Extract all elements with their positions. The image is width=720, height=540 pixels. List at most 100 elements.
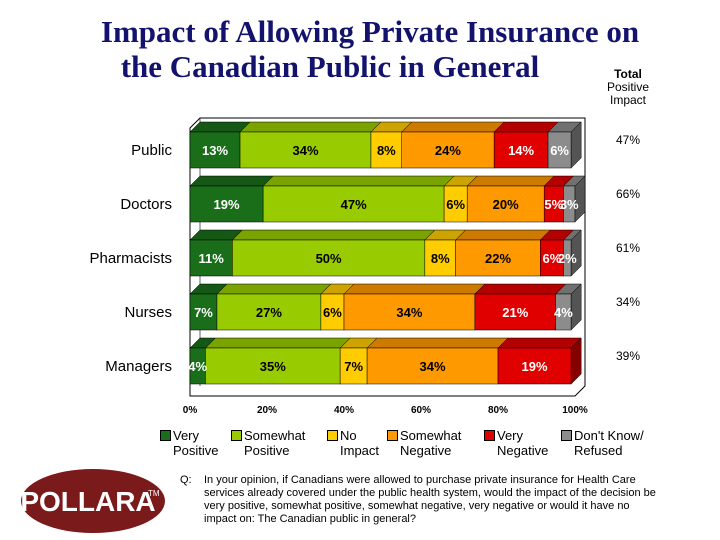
category-label: Pharmacists <box>89 250 172 267</box>
x-tick-label: 60% <box>411 405 431 416</box>
question-prefix: Q: <box>180 474 192 486</box>
bar-top-face <box>204 337 351 349</box>
title-line-2: the Canadian Public in General <box>120 49 540 84</box>
x-tick-label: 100% <box>562 405 588 416</box>
bar-segment <box>262 185 445 223</box>
data-label: 34% <box>292 143 318 158</box>
bar-side-face <box>570 337 582 385</box>
bar-top-face <box>466 175 555 187</box>
bar-top-face <box>493 121 559 133</box>
bar-side-face <box>570 229 582 277</box>
bar-top-face <box>401 121 505 133</box>
x-tick-label: 20% <box>257 405 277 416</box>
bar-top-face <box>231 229 436 241</box>
question-text: In your opinion, if Canadians were allow… <box>204 474 656 525</box>
total-positive-value: 61% <box>616 241 640 255</box>
logo-oval <box>21 469 165 533</box>
data-label: 6% <box>543 251 562 266</box>
stacked-bar-chart: 0% 20% 40% 60% 80% 100% Public 13% 34% 8% 24% 14% 6%… <box>89 117 640 416</box>
total-positive-value: 66% <box>616 187 640 201</box>
data-label: 34% <box>420 359 446 374</box>
bar-segment <box>493 131 549 169</box>
total-positive-header: Total Positive Impact <box>598 68 658 107</box>
data-label: 6% <box>446 197 465 212</box>
bar-segment <box>370 131 403 169</box>
data-label: 4% <box>188 359 207 374</box>
legend-swatch <box>484 430 495 441</box>
legend-label-line-1: Very <box>497 428 524 443</box>
data-label: 7% <box>194 305 213 320</box>
bar-segment <box>189 185 264 223</box>
logo-trademark: TM <box>148 489 160 498</box>
legend-label-line-2: Positive <box>244 443 290 458</box>
legend-swatch <box>327 430 338 441</box>
data-label: 13% <box>202 143 228 158</box>
data-label: 22% <box>485 251 511 266</box>
bar-side-face <box>574 175 586 223</box>
data-label: 11% <box>199 251 225 266</box>
legend-label: Don't Know/Refused <box>574 428 644 458</box>
bar-top-face <box>216 283 332 295</box>
bar-segment <box>205 347 341 385</box>
legend-label: Very Negative <box>497 428 548 458</box>
bar-segment <box>474 293 556 331</box>
bar-top-face <box>474 283 567 295</box>
legend-label-line-2: Refused <box>574 443 623 458</box>
bar-top-face <box>239 121 382 133</box>
bar-segment <box>455 239 541 277</box>
category-label: Doctors <box>120 196 172 213</box>
category-label: Nurses <box>124 304 172 321</box>
bar-segment <box>343 293 476 331</box>
bar-top-face <box>189 121 251 133</box>
legend-swatch <box>561 430 572 441</box>
bar-segment <box>424 239 456 277</box>
bar-top-face <box>366 337 509 349</box>
data-label: 27% <box>256 305 282 320</box>
data-label: 6% <box>550 143 569 158</box>
legend-label-line-1: Don't Know/ <box>574 428 644 443</box>
legend-label: Somewhat Negative <box>400 428 461 458</box>
legend-label: Very Positive <box>173 428 219 458</box>
bar-segment <box>339 347 368 385</box>
data-label: 24% <box>435 143 461 158</box>
legend-label-line-2: Positive <box>173 443 219 458</box>
data-label: 7% <box>344 359 363 374</box>
category-label: Managers <box>105 358 172 375</box>
bar-segment <box>232 239 426 277</box>
legend-label: No Impact <box>340 428 379 458</box>
legend-label-line-1: Somewhat <box>400 428 462 443</box>
data-label: 14% <box>508 143 534 158</box>
x-tick-label: 0% <box>183 405 198 416</box>
data-label: 8% <box>377 143 396 158</box>
data-label: 21% <box>502 305 528 320</box>
total-positive-value: 47% <box>616 133 640 147</box>
bar-segment <box>189 239 233 277</box>
bar-segment <box>189 293 218 331</box>
legend-swatch <box>231 430 242 441</box>
data-label: 19% <box>522 359 548 374</box>
data-label: 47% <box>341 197 367 212</box>
x-tick-label: 40% <box>334 405 354 416</box>
bar-segment <box>497 347 572 385</box>
bar-side-face <box>570 121 582 169</box>
total-positive-value: 39% <box>616 349 640 363</box>
data-label: 34% <box>396 305 422 320</box>
x-tick-label: 80% <box>488 405 508 416</box>
data-label: 19% <box>214 197 240 212</box>
bar-top-face <box>189 175 274 187</box>
legend-label-line-2: Negative <box>400 443 452 458</box>
data-label: 5% <box>544 197 563 212</box>
data-label: 4% <box>554 305 573 320</box>
category-label: Public <box>131 142 172 159</box>
bar-segment <box>401 131 495 169</box>
legend-label: Somewhat Positive <box>244 428 305 458</box>
legend-swatch <box>387 430 398 441</box>
legend-label-line-1: Very <box>173 428 200 443</box>
bar-top-face <box>497 337 582 349</box>
bar-segment <box>239 131 372 169</box>
data-label: 3% <box>560 197 579 212</box>
logo-text: POLLARA <box>20 486 155 517</box>
chart-title: Impact of Allowing Private Insurance on … <box>40 14 700 84</box>
data-label: 6% <box>323 305 342 320</box>
legend-swatch <box>160 430 171 441</box>
